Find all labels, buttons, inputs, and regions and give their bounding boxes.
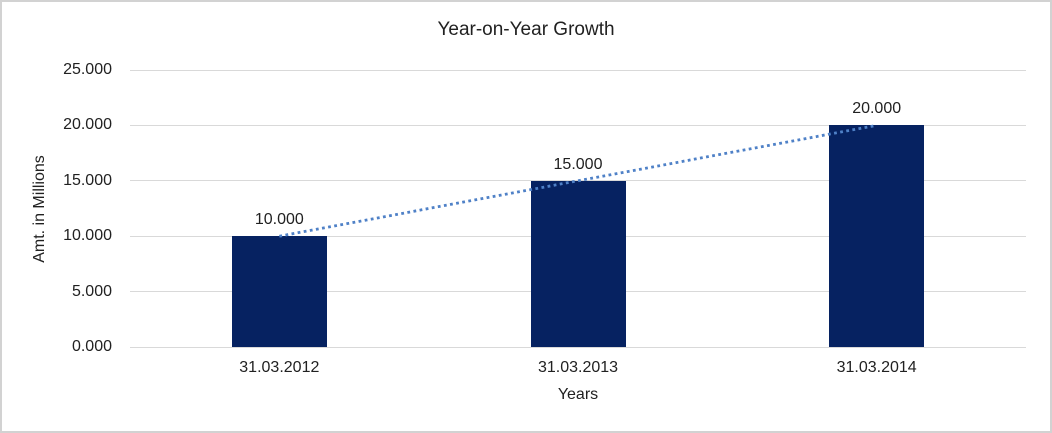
x-category-label: 31.03.2012 xyxy=(239,359,320,376)
y-tick-label: 5.000 xyxy=(71,282,112,300)
x-axis-title: Years xyxy=(557,386,599,403)
bar xyxy=(829,125,925,347)
y-tick-label: 15.000 xyxy=(63,171,112,189)
bar-data-label: 15.000 xyxy=(553,155,603,173)
y-tick-label: 0.000 xyxy=(71,338,112,355)
bar xyxy=(530,180,626,347)
y-tick-label: 20.000 xyxy=(63,116,112,134)
chart-title: Year-on-Year Growth xyxy=(437,19,615,40)
y-tick-label: 25.000 xyxy=(63,61,112,78)
gridline xyxy=(130,346,1026,348)
y-tick-label: 10.000 xyxy=(63,227,112,245)
gridline xyxy=(130,69,1026,71)
x-category-label: 31.03.2013 xyxy=(537,359,619,376)
x-category-label: 31.03.2014 xyxy=(836,359,917,376)
bar-data-label: 10.000 xyxy=(254,211,304,229)
bar xyxy=(231,236,327,347)
bar-data-label: 20.000 xyxy=(852,100,902,118)
